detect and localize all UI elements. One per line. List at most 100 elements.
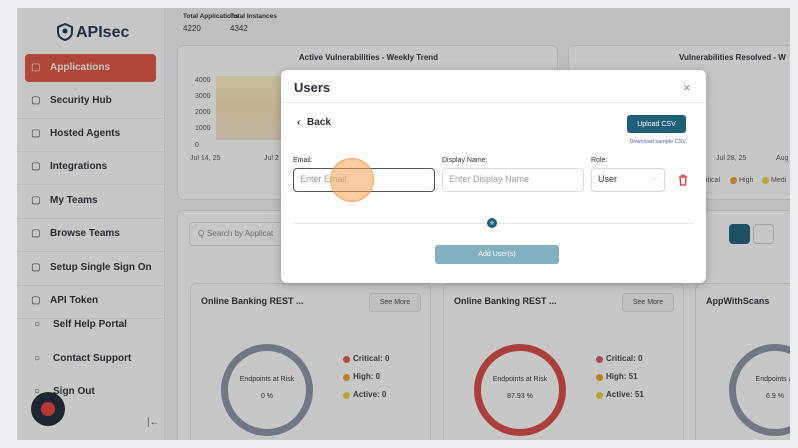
name-input[interactable] bbox=[442, 168, 584, 192]
donut-label: Endpoints at Risk bbox=[239, 376, 295, 383]
stat-text: High: 51 bbox=[606, 372, 638, 381]
app-title: Online Banking REST ... bbox=[454, 296, 557, 306]
legend-item: itical bbox=[706, 177, 721, 184]
nav-icon: ▢ bbox=[31, 128, 41, 139]
stat-dot bbox=[343, 356, 350, 363]
nav-item[interactable]: API Token bbox=[50, 295, 99, 306]
donut-label: Endpoints at Risk bbox=[492, 376, 548, 383]
stat-label: Total Instances bbox=[230, 13, 277, 20]
name-placeholder: Enter Display Name bbox=[449, 174, 530, 184]
donut bbox=[221, 344, 313, 436]
nav-item[interactable]: Hosted Agents bbox=[50, 128, 121, 139]
stat-value: 4342 bbox=[230, 24, 248, 33]
see-more-button[interactable] bbox=[369, 293, 421, 312]
email-placeholder: Enter Email bbox=[300, 174, 347, 184]
back-button[interactable]: Back bbox=[307, 117, 331, 128]
logo-text: APIsec bbox=[76, 24, 130, 41]
stat-text: Active: 51 bbox=[606, 390, 644, 399]
nav-icon: ▢ bbox=[31, 195, 41, 206]
nav-item[interactable]: My Teams bbox=[50, 195, 98, 206]
stat-value: 4220 bbox=[183, 24, 201, 33]
nav-icon: ▢ bbox=[31, 161, 41, 172]
delete-icon[interactable] bbox=[678, 174, 688, 186]
stat-text: Active: 0 bbox=[353, 390, 387, 399]
nav-item[interactable]: Browse Teams bbox=[50, 228, 120, 239]
legend-dot bbox=[730, 177, 737, 184]
legend-item: High bbox=[739, 177, 754, 184]
stat-label: Total Applications bbox=[183, 13, 239, 20]
record-button[interactable] bbox=[31, 392, 65, 426]
see-more-button[interactable] bbox=[622, 293, 674, 312]
nav-divider bbox=[17, 118, 165, 119]
app-title: AppWithScans bbox=[706, 296, 770, 306]
nav-item[interactable]: Applications bbox=[50, 62, 111, 73]
donut bbox=[474, 344, 566, 436]
donut-label: Endpoints at bbox=[755, 376, 790, 383]
legend-item: Medi bbox=[771, 177, 787, 184]
add-row-button[interactable]: + bbox=[487, 218, 497, 228]
field-label: Email: bbox=[293, 157, 313, 164]
role-value: User bbox=[598, 174, 618, 184]
collapse-icon[interactable]: |← bbox=[147, 417, 160, 428]
card-title: Vulnerabilities Resolved - W bbox=[679, 53, 786, 62]
legend-dot bbox=[762, 177, 769, 184]
y-label: 0 bbox=[195, 142, 199, 149]
divider bbox=[281, 102, 706, 103]
donut bbox=[729, 344, 790, 436]
y-label: 2000 bbox=[195, 109, 211, 116]
nav-icon: ▢ bbox=[31, 262, 41, 273]
click-highlight bbox=[330, 158, 374, 202]
nav-item[interactable]: Security Hub bbox=[50, 95, 112, 106]
nav-icon: ▢ bbox=[31, 228, 41, 239]
x-label: Jul 2 bbox=[264, 155, 279, 162]
stat-dot bbox=[596, 374, 603, 381]
nav-item[interactable]: Contact Support bbox=[53, 353, 132, 364]
nav-icon: ○ bbox=[34, 386, 41, 397]
card-title: Active Vulnerabilities - Weekly Trend bbox=[298, 53, 439, 62]
x-label: Jul 28, 25 bbox=[716, 155, 747, 162]
y-label: 1000 bbox=[195, 125, 211, 132]
donut-value: 87.93 % bbox=[507, 393, 533, 400]
nav-divider bbox=[17, 184, 165, 185]
stat-text: Critical: 0 bbox=[353, 354, 390, 363]
download-link[interactable]: Download sample CSV bbox=[629, 139, 686, 145]
app-title: Online Banking REST ... bbox=[201, 296, 304, 306]
donut-value: 6.9 % bbox=[766, 393, 784, 400]
upload-label: Upload CSV bbox=[637, 121, 676, 128]
nav-icon: ○ bbox=[34, 319, 41, 330]
nav-divider bbox=[17, 318, 165, 319]
submit-label: Add User(s) bbox=[478, 251, 516, 258]
logo-icon bbox=[57, 23, 73, 41]
back-chevron[interactable]: ‹ bbox=[297, 117, 301, 128]
grid-view-button[interactable] bbox=[729, 224, 750, 244]
sidebar: APIsec Applications ▢ Security Hub ▢ Hosted … bbox=[17, 8, 165, 440]
nav-icon: ▢ bbox=[31, 62, 41, 73]
nav-item[interactable]: Sign Out bbox=[53, 386, 95, 397]
x-label: Aug bbox=[776, 155, 789, 162]
nav-item[interactable]: Setup Single Sign On bbox=[50, 262, 152, 273]
upload-button[interactable] bbox=[627, 115, 686, 133]
y-label: 4000 bbox=[195, 77, 211, 84]
nav-item[interactable]: Integrations bbox=[50, 161, 108, 172]
stat-text: High: 0 bbox=[353, 372, 381, 381]
active-nav[interactable] bbox=[25, 54, 156, 82]
role-select[interactable] bbox=[591, 168, 665, 192]
stat-text: Critical: 0 bbox=[606, 354, 643, 363]
nav-icon: ▢ bbox=[31, 95, 41, 106]
nav-icon: ○ bbox=[34, 353, 41, 364]
y-label: 3000 bbox=[195, 93, 211, 100]
nav-divider bbox=[17, 285, 165, 286]
list-view-button[interactable] bbox=[753, 224, 774, 244]
chevron: ⌵ bbox=[651, 173, 658, 182]
see-more-label: See More bbox=[632, 299, 664, 306]
close-button[interactable]: × bbox=[683, 80, 691, 95]
nav-icon: ▢ bbox=[31, 295, 41, 306]
field-label: Display Name: bbox=[442, 157, 488, 164]
x-label: Jul 14, 25 bbox=[190, 155, 221, 162]
nav-item[interactable]: Self Help Portal bbox=[53, 319, 127, 330]
submit-button[interactable] bbox=[435, 245, 559, 264]
modal-title: Users bbox=[294, 80, 331, 95]
nav-divider bbox=[17, 151, 165, 152]
stat-dot bbox=[596, 392, 603, 399]
